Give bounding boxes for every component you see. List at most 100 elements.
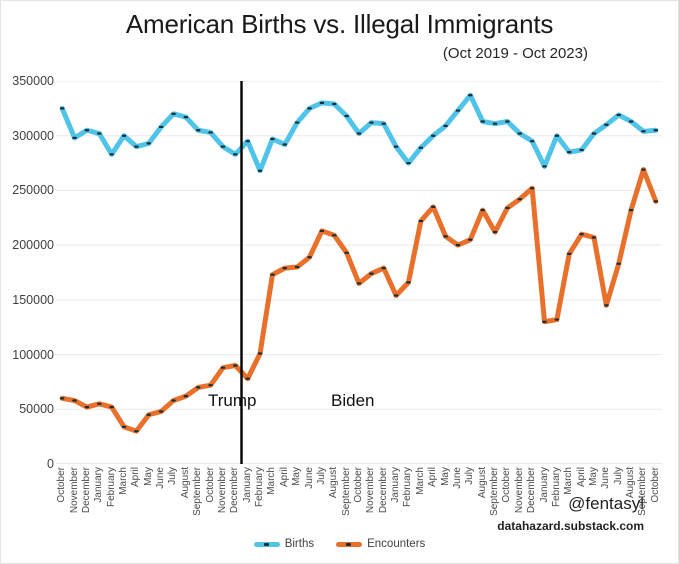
data-point-marker [529, 187, 535, 190]
data-point-marker [616, 113, 621, 117]
annotation-biden: Biden [331, 391, 375, 410]
data-point-marker [455, 244, 461, 247]
x-tick-label: September [340, 467, 352, 516]
x-tick-label: June [303, 467, 315, 489]
x-tick-label: April [427, 467, 439, 488]
data-point-marker [245, 377, 250, 380]
data-point-marker [72, 399, 77, 402]
data-point-marker [97, 132, 102, 135]
data-point-marker [257, 352, 263, 355]
y-tick-label: 0 [47, 457, 54, 471]
x-tick-label: January [93, 467, 105, 503]
legend-item-encounters[interactable]: Encounters [336, 538, 425, 550]
data-point-marker [628, 120, 634, 123]
x-tick-label: February [550, 467, 562, 508]
data-point-marker [641, 130, 646, 133]
data-point-marker [171, 399, 176, 402]
data-point-marker [468, 238, 473, 241]
x-tick-label: August [328, 467, 340, 499]
data-point-marker [233, 153, 238, 156]
data-point-marker [109, 153, 114, 156]
data-point-marker [579, 233, 584, 236]
x-tick-label: February [105, 467, 117, 508]
data-point-marker [319, 101, 325, 104]
x-tick-label: May [587, 467, 599, 486]
annotation-trump: Trump [208, 391, 257, 410]
x-tick-label: September [489, 467, 501, 516]
data-point-marker [393, 145, 399, 148]
x-tick-label: August [625, 467, 637, 499]
x-tick-label: March [118, 467, 130, 495]
data-point-marker [653, 129, 659, 132]
data-point-marker [517, 132, 522, 135]
data-point-marker [121, 425, 127, 428]
data-point-marker [134, 145, 139, 148]
x-tick-label: October [501, 467, 513, 503]
data-point-marker [183, 116, 189, 119]
y-tick-label: 300000 [12, 128, 54, 143]
data-point-marker [134, 430, 139, 433]
data-point-marker [628, 209, 634, 212]
data-point-marker [567, 252, 572, 255]
y-tick-label: 150000 [12, 292, 54, 307]
data-point-marker [245, 140, 250, 143]
data-point-marker [393, 294, 399, 297]
x-tick-label: February [402, 467, 414, 508]
x-tick-label: December [80, 467, 92, 514]
data-point-marker [146, 413, 151, 416]
data-point-marker [344, 251, 349, 254]
x-tick-label: February [254, 467, 266, 508]
data-point-marker [431, 134, 436, 137]
data-point-marker [332, 234, 337, 237]
chart-legend: Births Encounters [1, 538, 678, 550]
x-tick-label: September [637, 467, 649, 516]
data-point-marker [158, 125, 164, 129]
x-tick-label: March [414, 467, 426, 495]
y-tick-label: 50000 [19, 402, 54, 417]
data-point-marker [505, 206, 510, 210]
x-tick-label: April [278, 467, 290, 488]
data-point-marker [641, 168, 646, 171]
data-point-marker [604, 304, 609, 307]
data-point-marker [97, 402, 102, 405]
data-point-marker [406, 281, 411, 284]
data-point-marker [542, 165, 547, 168]
data-point-marker [270, 137, 275, 141]
data-point-marker [554, 134, 560, 137]
data-point-marker [84, 405, 90, 409]
data-point-marker [270, 273, 275, 276]
data-point-marker [431, 205, 436, 208]
data-point-marker [492, 122, 498, 125]
data-point-marker [653, 200, 659, 203]
x-axis: October November December January February Ma… [56, 465, 662, 535]
data-point-marker [171, 112, 176, 115]
legend-item-births[interactable]: Births [253, 538, 315, 550]
data-point-marker [294, 121, 300, 124]
data-point-marker [332, 102, 337, 106]
data-point-marker [616, 262, 621, 265]
data-point-marker [418, 219, 424, 223]
data-point-marker [196, 386, 201, 389]
data-point-marker [468, 94, 473, 97]
data-point-marker [307, 107, 312, 110]
data-point-marker [529, 140, 535, 143]
data-point-marker [196, 129, 201, 132]
x-tick-label: July [464, 467, 476, 485]
data-point-marker [455, 109, 461, 112]
data-point-marker [554, 318, 560, 321]
legend-swatch-births [253, 541, 280, 547]
legend-label-births: Births [284, 538, 315, 550]
data-point-marker [84, 129, 90, 132]
data-point-marker [220, 366, 226, 369]
x-tick-label: March [266, 467, 278, 495]
x-tick-label: December [526, 467, 538, 514]
data-point-marker [505, 120, 510, 123]
data-point-marker [356, 282, 362, 285]
x-tick-label: September [192, 467, 204, 516]
data-point-marker [208, 384, 213, 387]
data-point-marker [146, 142, 151, 145]
x-tick-label: November [513, 467, 525, 514]
data-point-marker [282, 267, 287, 270]
data-series-layer [59, 92, 659, 434]
